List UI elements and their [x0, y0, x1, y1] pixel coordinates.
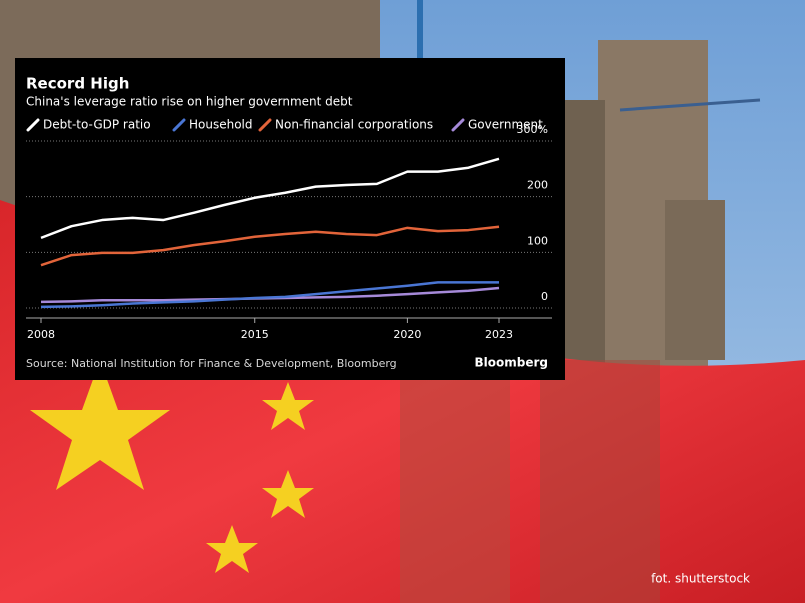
chart-panel: Record High China's leverage ratio rise … — [15, 58, 565, 380]
legend-swatch — [172, 118, 186, 132]
photo-credit: fot. shutterstock — [651, 572, 750, 586]
legend-label: Debt-to-GDP ratio — [43, 118, 151, 132]
legend-label: Government — [468, 118, 543, 132]
x-tick-label: 2020 — [393, 328, 421, 341]
series-line — [40, 157, 500, 240]
x-tick-label: 2015 — [241, 328, 269, 341]
y-tick-label: 200 — [527, 179, 548, 192]
legend-swatch — [26, 118, 40, 132]
y-tick-label: 300% — [517, 123, 548, 136]
y-tick-label: 100 — [527, 234, 548, 247]
legend-label: Household — [189, 118, 253, 132]
source-note: Source: National Institution for Finance… — [26, 357, 397, 370]
chart-title: Record High — [26, 75, 129, 93]
brand-logo: Bloomberg — [475, 356, 549, 370]
series-line — [40, 281, 499, 309]
legend-swatch — [451, 118, 465, 132]
legend-swatch — [258, 118, 272, 132]
chart-subtitle: China's leverage ratio rise on higher go… — [26, 95, 353, 109]
x-tick-label: 2023 — [485, 328, 513, 341]
x-tick-label: 2008 — [27, 328, 55, 341]
series-line — [40, 225, 500, 267]
legend-label: Non-financial corporations — [275, 118, 433, 132]
y-tick-label: 0 — [541, 290, 548, 303]
